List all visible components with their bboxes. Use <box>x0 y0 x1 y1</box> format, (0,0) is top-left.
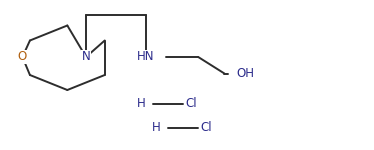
Text: Cl: Cl <box>185 97 197 110</box>
Text: Cl: Cl <box>200 121 212 134</box>
Text: H: H <box>152 121 161 134</box>
Text: H: H <box>137 97 146 110</box>
Text: O: O <box>18 51 27 63</box>
Text: OH: OH <box>236 67 254 80</box>
Text: N: N <box>82 51 91 63</box>
Text: HN: HN <box>137 51 154 63</box>
